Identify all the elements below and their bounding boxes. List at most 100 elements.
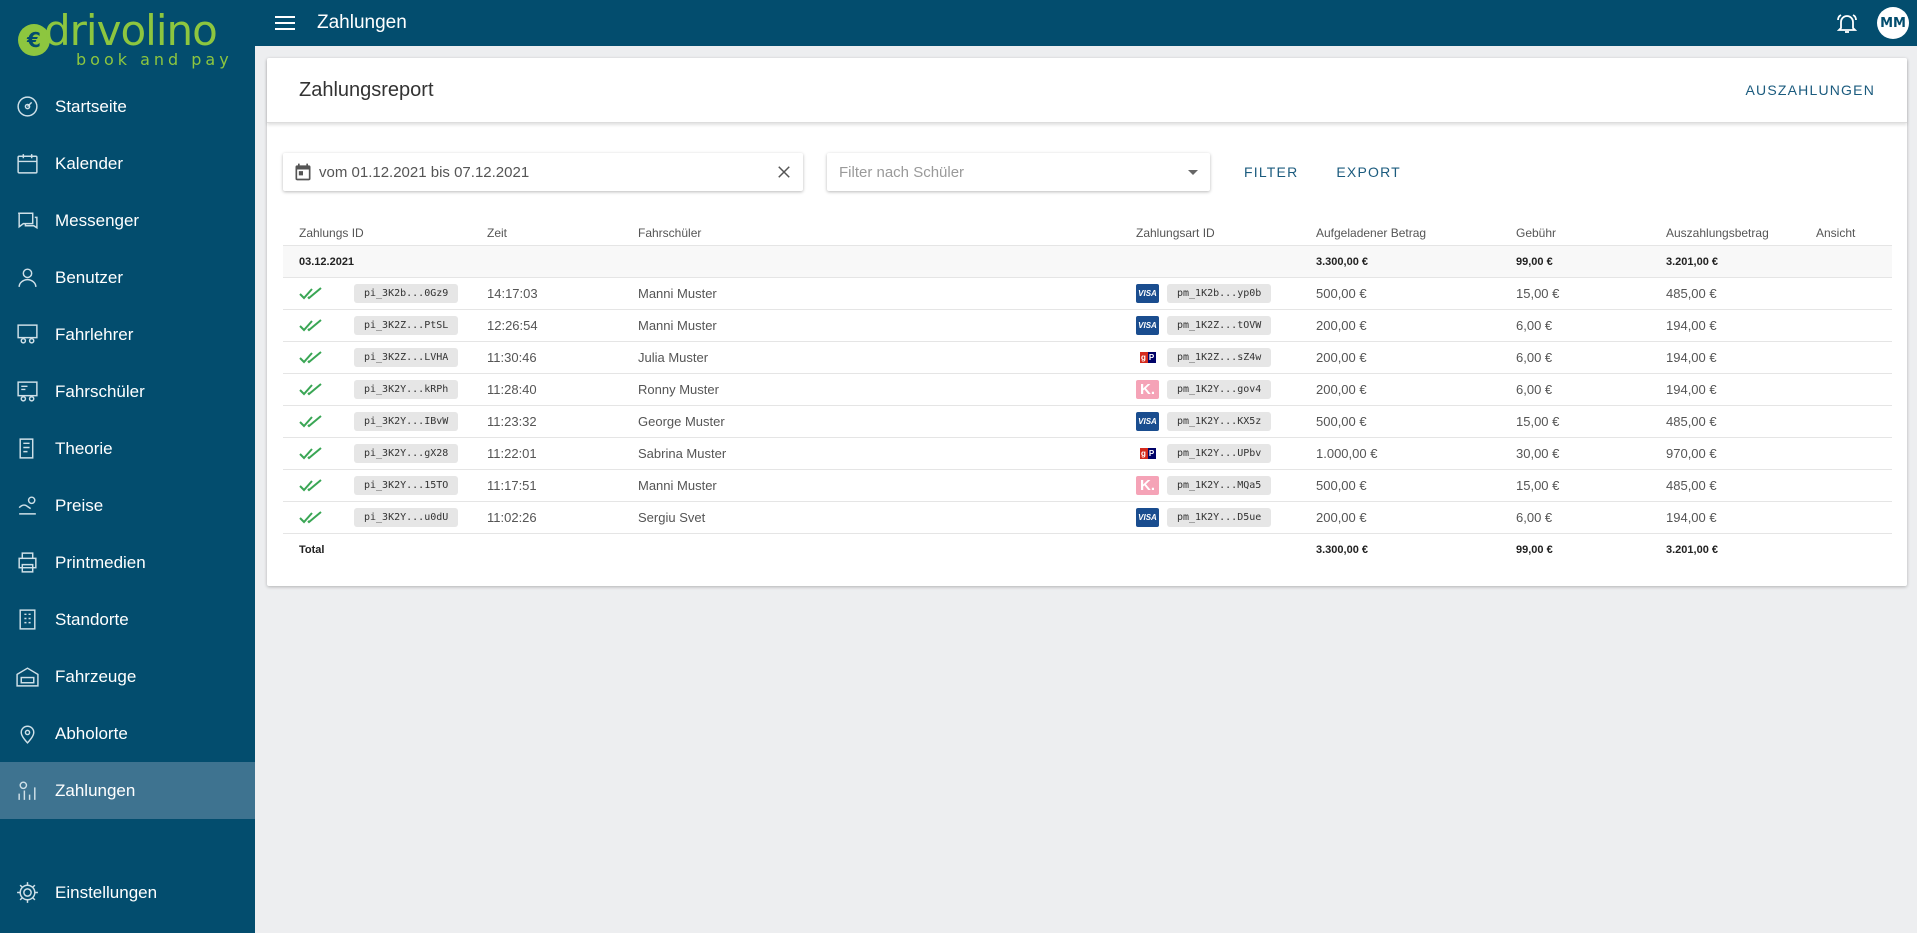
payout-amount: 194,00 €: [1666, 382, 1717, 397]
table-row[interactable]: pi_3K2Y...gX28 11:22:01 Sabrina Muster g P pm…: [283, 438, 1892, 470]
brand-logo[interactable]: € drivolino book and pay: [0, 0, 255, 78]
sidebar-item-fahrzeuge[interactable]: Fahrzeuge: [0, 648, 255, 705]
sidebar-item-einstellungen[interactable]: Einstellungen: [0, 864, 255, 921]
sidebar-item-fahrschueler[interactable]: Fahrschüler: [0, 363, 255, 420]
sidebar-item-label: Standorte: [55, 609, 129, 629]
payment-method-id-chip[interactable]: pm_1K2Z...tOVW: [1167, 316, 1272, 335]
payment-method-id-chip[interactable]: pm_1K2b...yp0b: [1167, 284, 1272, 303]
student-name: Sergiu Svet: [638, 510, 706, 525]
payment-report-card: Zahlungsreport AUSZAHLUNGEN vom 01.12.20…: [267, 58, 1907, 586]
payment-method-id-chip[interactable]: pm_1K2Y...gov4: [1167, 380, 1272, 399]
table-row[interactable]: pi_3K2b...0Gz9 14:17:03 Manni Muster VISA pm…: [283, 278, 1892, 310]
payout-amount: 485,00 €: [1666, 414, 1717, 429]
table-row[interactable]: pi_3K2Z...PtSL 12:26:54 Manni Muster VISA pm…: [283, 310, 1892, 342]
col-header-payment-id[interactable]: Zahlungs ID: [299, 225, 364, 240]
col-header-student[interactable]: Fahrschüler: [638, 225, 702, 240]
date-range-field[interactable]: vom 01.12.2021 bis 07.12.2021: [283, 153, 803, 191]
table-row[interactable]: pi_3K2Y...IBvW 11:23:32 George Muster VISA p…: [283, 406, 1892, 438]
col-header-amount[interactable]: Aufgeladener Betrag: [1316, 225, 1427, 240]
dashboard-icon: [14, 93, 41, 120]
payment-time: 11:02:26: [487, 510, 537, 525]
filter-button[interactable]: FILTER: [1244, 164, 1299, 180]
total-payout: 3.201,00 €: [1666, 544, 1718, 556]
student-filter-select[interactable]: Filter nach Schüler: [827, 153, 1210, 191]
sidebar-item-theorie[interactable]: Theorie: [0, 420, 255, 477]
sidebar-item-label: Zahlungen: [55, 780, 136, 800]
sidebar-item-fahrlehrer[interactable]: Fahrlehrer: [0, 306, 255, 363]
table-row[interactable]: pi_3K2Y...15TO 11:17:51 Manni Muster K. pm_1…: [283, 470, 1892, 502]
payment-time: 11:22:01: [487, 446, 537, 461]
fee-amount: 30,00 €: [1516, 446, 1560, 461]
visa-icon: VISA: [1136, 508, 1159, 527]
col-header-time[interactable]: Zeit: [487, 225, 508, 240]
charged-amount: 1.000,00 €: [1316, 446, 1378, 461]
sidebar-item-zahlungen[interactable]: Zahlungen: [0, 762, 255, 819]
sidebar-item-startseite[interactable]: Startseite: [0, 78, 255, 135]
payment-method-id-chip[interactable]: pm_1K2Z...sZ4w: [1167, 348, 1272, 367]
brand-tagline: book and pay: [76, 50, 233, 69]
payout-amount: 970,00 €: [1666, 446, 1717, 461]
fee-amount: 15,00 €: [1516, 414, 1560, 429]
sidebar-item-printmedien[interactable]: Printmedien: [0, 534, 255, 591]
pickup-location-icon: [14, 720, 41, 747]
group-date: 03.12.2021: [299, 255, 355, 268]
klarna-icon: K.: [1136, 476, 1159, 495]
payment-id-chip[interactable]: pi_3K2Z...PtSL: [354, 316, 459, 335]
visa-icon: VISA: [1136, 316, 1159, 335]
payment-method-id-chip[interactable]: pm_1K2Y...MQa5: [1167, 476, 1272, 495]
avatar[interactable]: MM: [1877, 7, 1909, 39]
sidebar-item-abholorte[interactable]: Abholorte: [0, 705, 255, 762]
sidebar-item-preise[interactable]: Preise: [0, 477, 255, 534]
sidebar-item-label: Kalender: [55, 153, 124, 173]
instructor-icon: [14, 321, 41, 348]
payment-id-chip[interactable]: pi_3K2Z...LVHA: [354, 348, 459, 367]
payment-id-chip[interactable]: pi_3K2Y...kRPh: [354, 380, 459, 399]
sidebar-item-label: Benutzer: [55, 267, 124, 287]
payment-method-id-chip[interactable]: pm_1K2Y...UPbv: [1167, 444, 1272, 463]
payout-amount: 194,00 €: [1666, 350, 1717, 365]
payout-amount: 194,00 €: [1666, 510, 1717, 525]
payment-time: 14:17:03: [487, 286, 538, 301]
payments-table: Zahlungs ID Zeit Fahrschüler Zahlungsart…: [283, 220, 1892, 566]
sidebar-item-benutzer[interactable]: Benutzer: [0, 249, 255, 306]
col-header-fee[interactable]: Gebühr: [1516, 225, 1557, 240]
double-check-icon: [299, 286, 322, 299]
calendar-icon: [295, 163, 311, 181]
payment-id-chip[interactable]: pi_3K2Y...gX28: [354, 444, 459, 463]
notification-bell-icon[interactable]: [1835, 11, 1859, 35]
user-icon: [14, 264, 41, 291]
payouts-button[interactable]: AUSZAHLUNGEN: [1745, 82, 1875, 98]
table-row[interactable]: pi_3K2Y...kRPh 11:28:40 Ronny Muster K. pm_1…: [283, 374, 1892, 406]
payment-id-chip[interactable]: pi_3K2Y...IBvW: [354, 412, 459, 431]
chevron-down-icon: [1188, 169, 1198, 175]
col-header-payout[interactable]: Auszahlungsbetrag: [1666, 225, 1769, 240]
charged-amount: 500,00 €: [1316, 478, 1367, 493]
export-button[interactable]: EXPORT: [1336, 164, 1401, 180]
payment-time: 12:26:54: [487, 318, 538, 333]
payout-amount: 194,00 €: [1666, 318, 1717, 333]
sidebar-item-standorte[interactable]: Standorte: [0, 591, 255, 648]
student-name: Manni Muster: [638, 286, 717, 301]
date-range-value: vom 01.12.2021 bis 07.12.2021: [319, 163, 530, 181]
table-row[interactable]: pi_3K2Z...LVHA 11:30:46 Julia Muster g P pm_1…: [283, 342, 1892, 374]
close-icon[interactable]: [775, 163, 793, 181]
brand-name: drivolino: [44, 6, 218, 55]
payment-method-id-chip[interactable]: pm_1K2Y...D5ue: [1167, 508, 1272, 527]
sidebar-item-messenger[interactable]: Messenger: [0, 192, 255, 249]
charged-amount: 500,00 €: [1316, 414, 1367, 429]
fee-amount: 6,00 €: [1516, 382, 1553, 397]
payment-method-id-chip[interactable]: pm_1K2Y...KX5z: [1167, 412, 1272, 431]
table-header-row: Zahlungs ID Zeit Fahrschüler Zahlungsart…: [283, 220, 1892, 246]
sidebar-item-kalender[interactable]: Kalender: [0, 135, 255, 192]
table-row[interactable]: pi_3K2Y...u0dU 11:02:26 Sergiu Svet VISA pm_…: [283, 502, 1892, 534]
payment-id-chip[interactable]: pi_3K2b...0Gz9: [354, 284, 459, 303]
col-header-method-id[interactable]: Zahlungsart ID: [1136, 225, 1215, 240]
sidebar: € drivolino book and pay Startseite Kalen…: [0, 0, 255, 933]
charged-amount: 500,00 €: [1316, 286, 1367, 301]
payment-id-chip[interactable]: pi_3K2Y...15TO: [354, 476, 459, 495]
payment-id-chip[interactable]: pi_3K2Y...u0dU: [354, 508, 459, 527]
fee-amount: 15,00 €: [1516, 478, 1560, 493]
visa-icon: VISA: [1136, 412, 1159, 431]
menu-icon[interactable]: [275, 16, 295, 30]
